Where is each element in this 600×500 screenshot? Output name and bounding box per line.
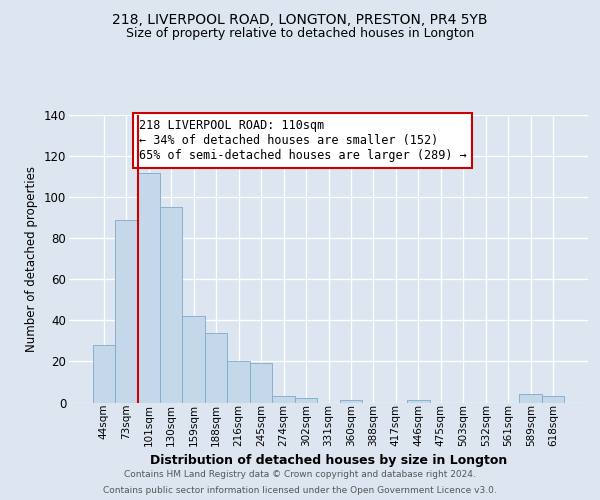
Bar xyxy=(520,394,542,402)
Bar xyxy=(250,364,272,403)
Bar xyxy=(542,396,565,402)
Bar xyxy=(137,172,160,402)
Bar xyxy=(272,396,295,402)
Bar xyxy=(205,332,227,402)
Text: 218 LIVERPOOL ROAD: 110sqm
← 34% of detached houses are smaller (152)
65% of sem: 218 LIVERPOOL ROAD: 110sqm ← 34% of deta… xyxy=(139,119,466,162)
Bar xyxy=(182,316,205,402)
Bar xyxy=(340,400,362,402)
Text: Size of property relative to detached houses in Longton: Size of property relative to detached ho… xyxy=(126,28,474,40)
Bar xyxy=(160,208,182,402)
Bar xyxy=(227,362,250,403)
Bar xyxy=(92,345,115,403)
Text: Contains HM Land Registry data © Crown copyright and database right 2024.: Contains HM Land Registry data © Crown c… xyxy=(124,470,476,479)
Text: Contains public sector information licensed under the Open Government Licence v3: Contains public sector information licen… xyxy=(103,486,497,495)
Y-axis label: Number of detached properties: Number of detached properties xyxy=(25,166,38,352)
X-axis label: Distribution of detached houses by size in Longton: Distribution of detached houses by size … xyxy=(150,454,507,468)
Bar xyxy=(407,400,430,402)
Text: 218, LIVERPOOL ROAD, LONGTON, PRESTON, PR4 5YB: 218, LIVERPOOL ROAD, LONGTON, PRESTON, P… xyxy=(112,12,488,26)
Bar xyxy=(295,398,317,402)
Bar xyxy=(115,220,137,402)
